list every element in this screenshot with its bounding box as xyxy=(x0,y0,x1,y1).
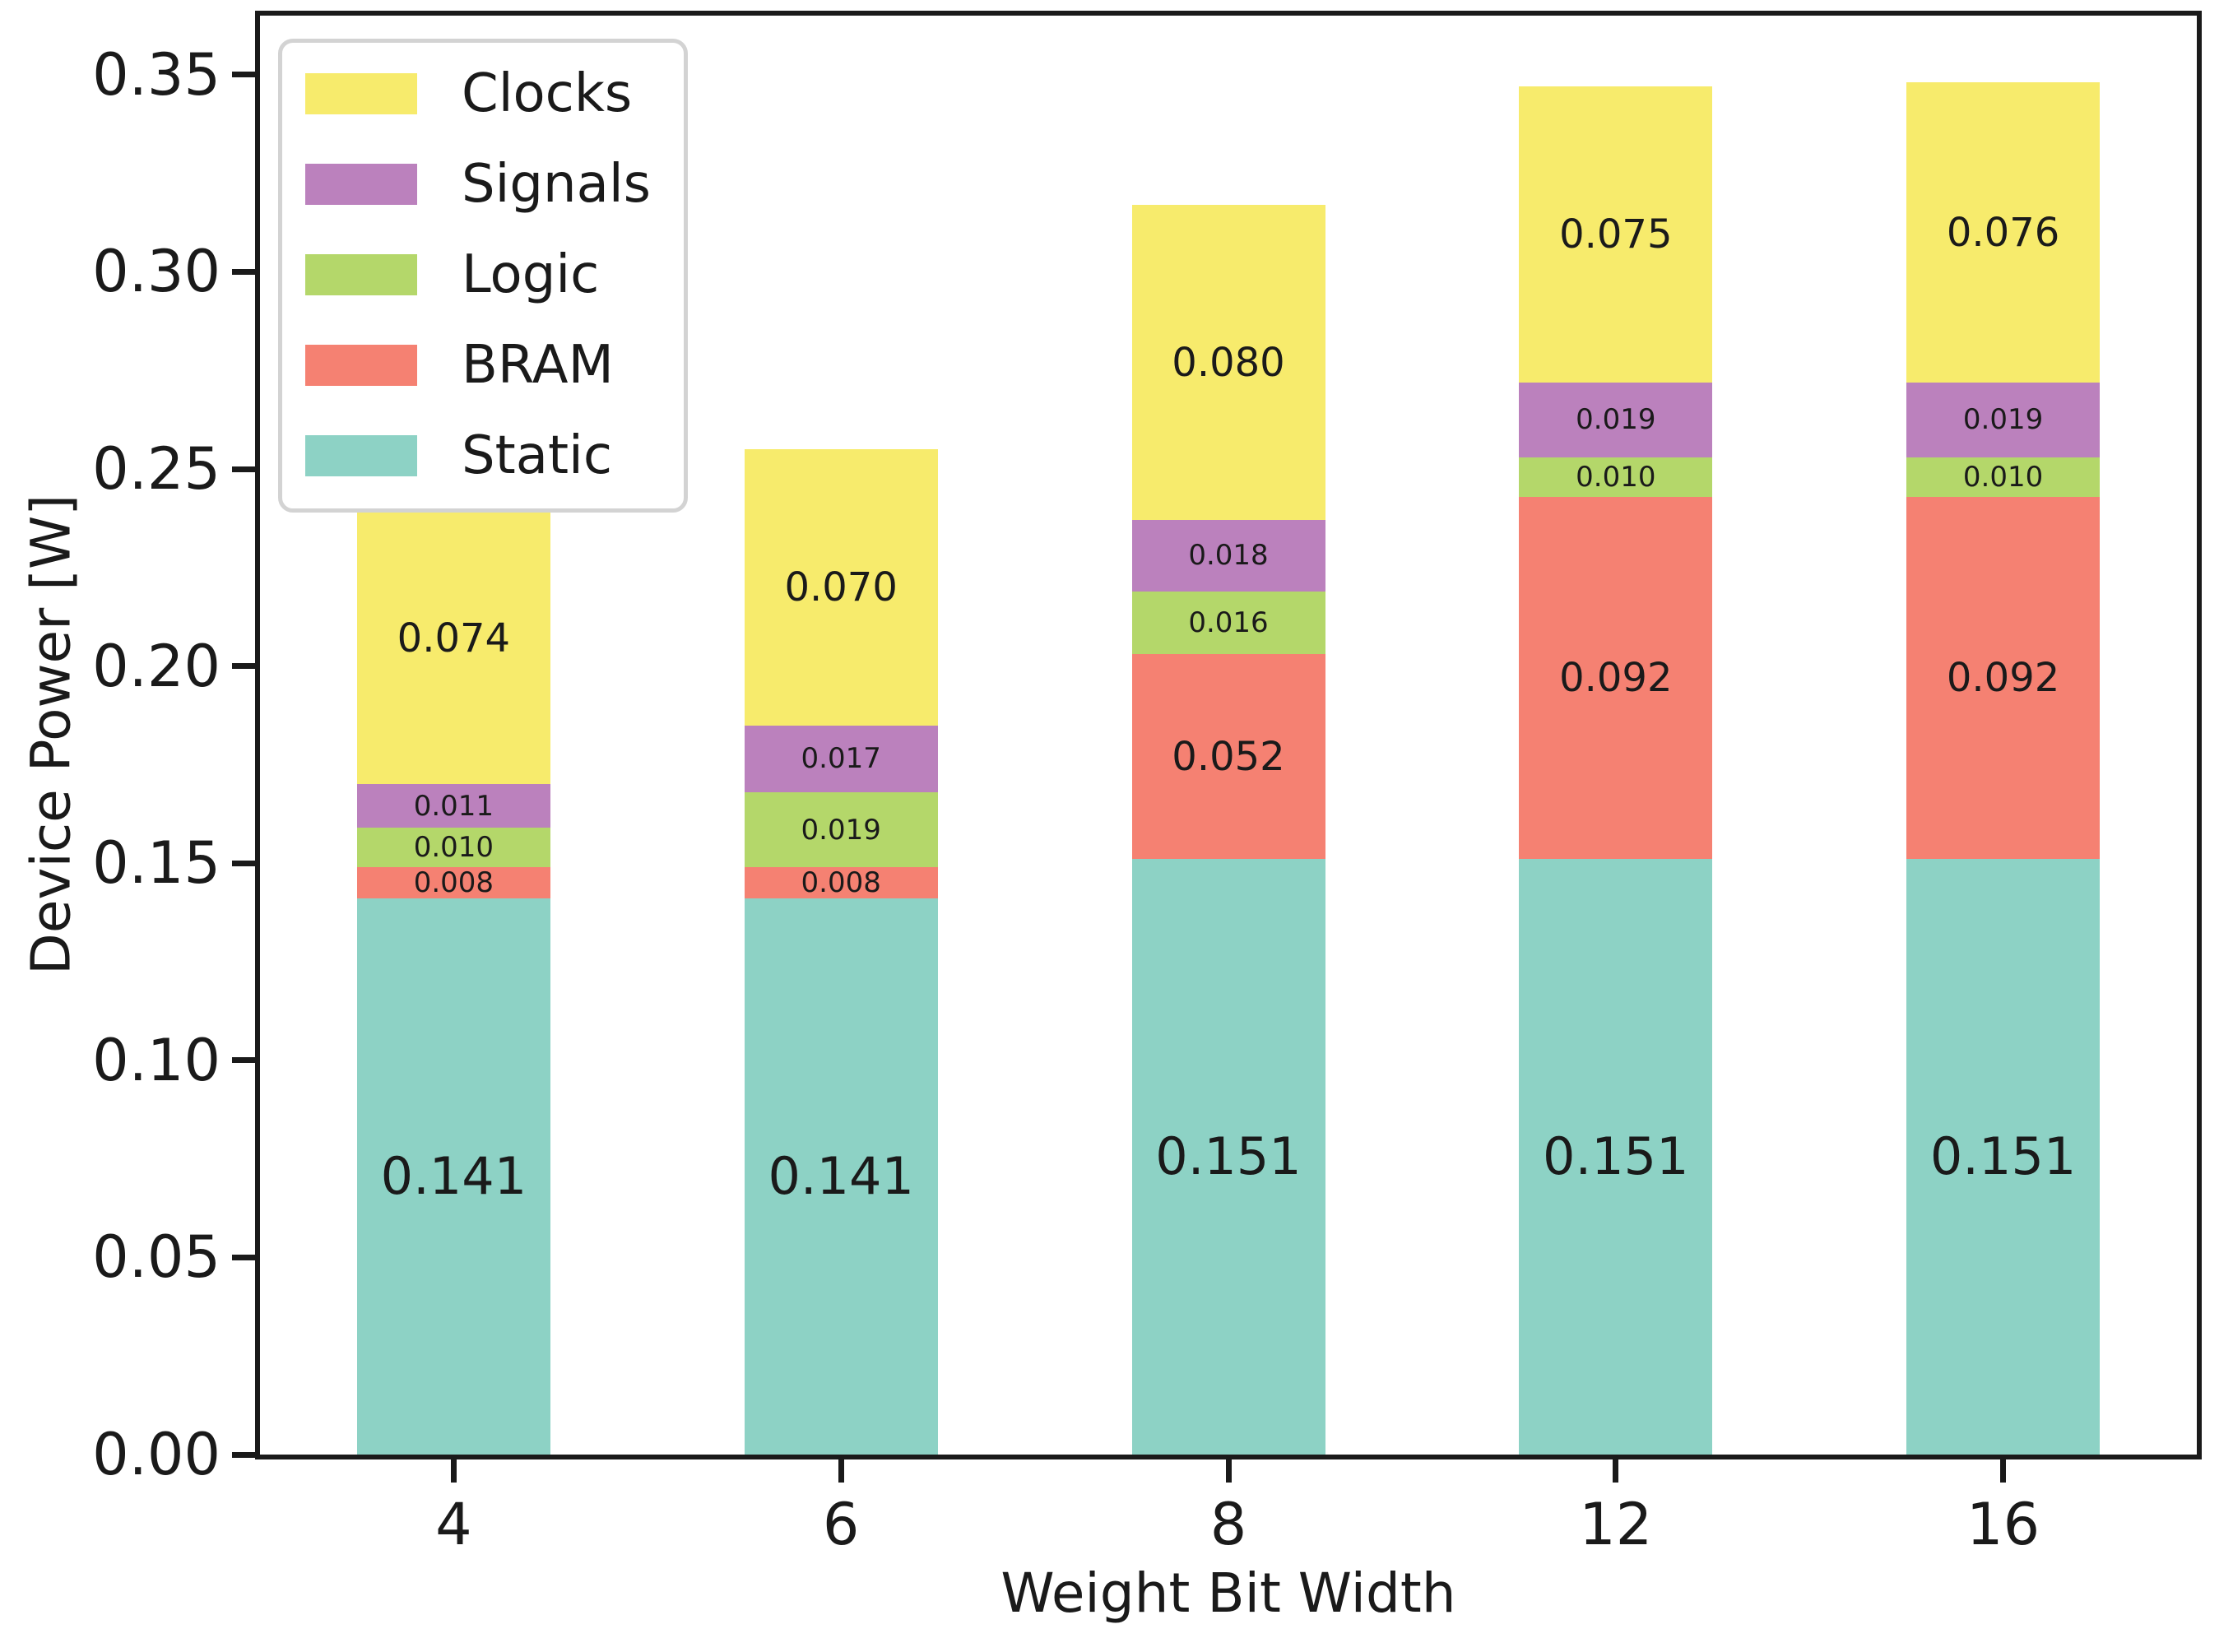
bar-value-label: 0.052 xyxy=(1172,733,1285,780)
bar-value-label: 0.141 xyxy=(380,1146,527,1207)
bar-segment-bram: 0.008 xyxy=(744,866,938,900)
x-tick-mark xyxy=(1225,1459,1232,1483)
legend-item-bram: BRAM xyxy=(305,339,651,392)
bar-value-label: 0.017 xyxy=(801,742,881,776)
x-axis-label: Weight Bit Width xyxy=(1000,1562,1456,1625)
bar-value-label: 0.010 xyxy=(1576,460,1656,494)
bar-segment-static: 0.141 xyxy=(744,898,938,1455)
y-tick-label: 0.20 xyxy=(92,632,221,700)
legend-swatch-logic xyxy=(305,254,417,295)
legend-label: BRAM xyxy=(462,335,614,396)
bar-segment-signals: 0.019 xyxy=(1906,382,2101,457)
bar-segment-static: 0.151 xyxy=(1131,859,1325,1455)
bar-value-label: 0.151 xyxy=(1155,1126,1302,1187)
y-tick-label: 0.25 xyxy=(92,435,221,503)
bar-value-label: 0.008 xyxy=(413,866,494,900)
bar-value-label: 0.092 xyxy=(1559,655,1673,702)
bar-segment-logic: 0.010 xyxy=(1906,457,2101,497)
y-tick-mark xyxy=(232,1451,255,1458)
bar-segment-logic: 0.010 xyxy=(1519,457,1713,497)
legend-label: Static xyxy=(462,425,612,486)
y-tick-label: 0.35 xyxy=(92,40,221,109)
bar-segment-logic: 0.019 xyxy=(744,792,938,868)
bar-segment-logic: 0.010 xyxy=(356,828,550,868)
bar-segment-bram: 0.008 xyxy=(356,866,550,900)
x-tick-label: 12 xyxy=(1579,1491,1653,1558)
legend-item-static: Static xyxy=(305,429,651,482)
bar-segment-clocks: 0.075 xyxy=(1519,86,1713,383)
bar-segment-signals: 0.017 xyxy=(744,725,938,792)
y-tick-mark xyxy=(232,663,255,670)
y-tick-mark xyxy=(232,1057,255,1064)
legend-label: Logic xyxy=(462,244,600,305)
x-tick-mark xyxy=(450,1459,457,1483)
y-tick-label: 0.05 xyxy=(92,1223,221,1292)
x-tick-mark xyxy=(2000,1459,2007,1483)
y-tick-mark xyxy=(232,1254,255,1260)
legend-swatch-static xyxy=(305,435,417,476)
bar-segment-signals: 0.011 xyxy=(356,784,550,828)
bar-segment-logic: 0.016 xyxy=(1131,591,1325,655)
bar-segment-clocks: 0.070 xyxy=(744,449,938,726)
y-tick-mark xyxy=(232,860,255,866)
bar-segment-bram: 0.052 xyxy=(1131,654,1325,860)
legend: Clocks Signals Logic BRAM Static xyxy=(278,39,688,513)
x-tick-mark xyxy=(1613,1459,1619,1483)
bar-value-label: 0.008 xyxy=(801,866,881,900)
legend-item-clocks: Clocks xyxy=(305,67,651,120)
legend-swatch-signals xyxy=(305,164,417,205)
bar-segment-signals: 0.019 xyxy=(1519,382,1713,457)
y-tick-mark xyxy=(232,268,255,275)
legend-item-logic: Logic xyxy=(305,248,651,301)
y-axis-label: Device Power [W] xyxy=(19,494,83,975)
bar-value-label: 0.080 xyxy=(1172,339,1285,386)
bar-value-label: 0.151 xyxy=(1929,1126,2077,1187)
bar-value-label: 0.075 xyxy=(1559,211,1673,258)
y-tick-label: 0.15 xyxy=(92,829,221,898)
x-tick-label: 16 xyxy=(1966,1491,2040,1558)
bar-value-label: 0.018 xyxy=(1188,539,1269,573)
x-tick-label: 6 xyxy=(822,1491,860,1558)
y-tick-mark xyxy=(232,72,255,78)
bar-value-label: 0.011 xyxy=(413,789,494,823)
y-tick-mark xyxy=(232,466,255,472)
y-tick-label: 0.00 xyxy=(92,1421,221,1488)
x-tick-mark xyxy=(838,1459,844,1483)
bar-value-label: 0.019 xyxy=(801,813,881,847)
bar-segment-clocks: 0.080 xyxy=(1131,205,1325,521)
legend-item-signals: Signals xyxy=(305,158,651,211)
y-tick-label: 0.30 xyxy=(92,238,221,306)
x-tick-label: 8 xyxy=(1209,1491,1247,1558)
bar-segment-static: 0.151 xyxy=(1519,859,1713,1455)
bar-segment-static: 0.151 xyxy=(1906,859,2101,1455)
legend-swatch-clocks xyxy=(305,73,417,114)
bar-value-label: 0.151 xyxy=(1543,1126,1689,1187)
bar-segment-clocks: 0.074 xyxy=(356,492,550,785)
plot-area: 0.00 0.05 0.10 0.15 0.20 0.25 0.30 0.35 4 0.141 0.… xyxy=(92,11,2202,1558)
bar-value-label: 0.076 xyxy=(1946,209,2060,256)
bar-value-label: 0.010 xyxy=(413,831,494,865)
legend-label: Signals xyxy=(462,154,651,215)
bar-value-label: 0.074 xyxy=(397,615,511,662)
bar-segment-bram: 0.092 xyxy=(1906,496,2101,860)
bar-value-label: 0.092 xyxy=(1946,655,2060,702)
bar-value-label: 0.070 xyxy=(784,564,898,610)
bar-value-label: 0.016 xyxy=(1188,606,1269,639)
bar-segment-static: 0.141 xyxy=(356,898,550,1455)
bar-value-label: 0.141 xyxy=(768,1146,914,1207)
bar-segment-bram: 0.092 xyxy=(1519,496,1713,860)
x-tick-label: 4 xyxy=(435,1491,472,1558)
y-tick-label: 0.10 xyxy=(92,1026,221,1094)
bar-value-label: 0.010 xyxy=(1962,460,2044,494)
bar-segment-signals: 0.018 xyxy=(1131,520,1325,592)
legend-swatch-bram xyxy=(305,345,417,386)
bar-segment-clocks: 0.076 xyxy=(1906,82,2101,383)
bar-value-label: 0.019 xyxy=(1962,403,2044,437)
bar-value-label: 0.019 xyxy=(1576,403,1656,437)
legend-label: Clocks xyxy=(462,63,633,124)
